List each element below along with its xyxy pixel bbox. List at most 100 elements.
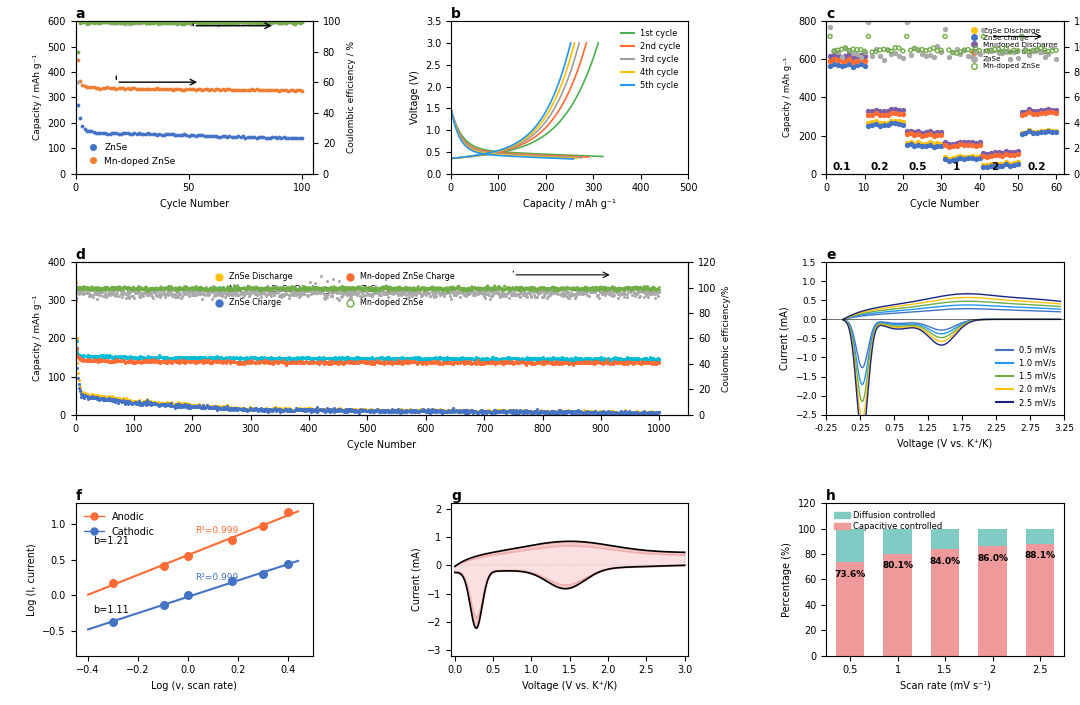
Point [129, 83, 146, 94]
Point [875, 54, 892, 66]
Point [249, 282, 267, 293]
Point [216, 285, 233, 296]
Point [143, 399, 160, 410]
Point [376, 352, 393, 364]
Point [297, 282, 314, 293]
Point [279, 405, 296, 416]
Point [308, 406, 325, 417]
Point [267, 405, 284, 416]
Point [472, 288, 489, 299]
Point [458, 285, 475, 296]
Point [578, 287, 595, 298]
Point [329, 352, 347, 364]
Point [198, 18, 215, 29]
Point [460, 405, 477, 417]
Text: d: d [76, 248, 85, 262]
Point [377, 289, 394, 300]
Point [166, 400, 184, 412]
Point [563, 352, 580, 364]
Point [311, 353, 328, 364]
Point [200, 356, 217, 367]
Point [540, 284, 557, 295]
Point [173, 398, 190, 410]
Point [482, 283, 499, 295]
Point [79, 391, 96, 402]
Point [1043, 104, 1061, 115]
Point [164, 84, 181, 95]
Point [411, 405, 429, 416]
Point [404, 404, 421, 415]
Point [93, 284, 110, 295]
Point [131, 283, 148, 294]
Point [325, 281, 342, 293]
Point [268, 404, 285, 415]
Point [424, 352, 442, 364]
Point [112, 288, 130, 300]
Point [375, 353, 392, 364]
Point [507, 405, 524, 416]
Point [531, 405, 549, 417]
Point [646, 406, 663, 417]
Point [994, 46, 1011, 57]
Point [419, 404, 436, 415]
Point [216, 401, 233, 412]
Point [474, 354, 491, 365]
Point [629, 407, 646, 418]
Point [288, 133, 306, 144]
Point [264, 356, 281, 367]
Point [395, 406, 413, 417]
Point [185, 400, 202, 412]
Point [136, 287, 153, 298]
Point [275, 288, 293, 300]
Point [214, 353, 231, 364]
Point [224, 357, 241, 368]
Point [77, 283, 94, 295]
Point [482, 407, 499, 419]
Point [340, 284, 357, 295]
Point [342, 353, 360, 364]
Point [172, 399, 189, 410]
Point [197, 355, 214, 366]
Point [607, 357, 624, 368]
Point [176, 283, 193, 295]
Point [113, 283, 131, 294]
Point [517, 405, 535, 416]
Point [379, 407, 396, 418]
Point [225, 289, 242, 300]
Point [523, 352, 540, 364]
Point [202, 401, 219, 412]
Point [555, 283, 572, 295]
Point [200, 400, 217, 411]
Point [505, 353, 523, 364]
Point [413, 290, 430, 302]
Point [94, 290, 111, 302]
Point [328, 358, 346, 369]
Point [208, 288, 226, 299]
Point [378, 357, 395, 369]
Point [211, 288, 228, 299]
Point [503, 405, 521, 417]
Point [296, 352, 313, 363]
Point [96, 82, 113, 94]
Point [87, 283, 105, 294]
Point [113, 283, 131, 295]
Point [395, 405, 413, 417]
Point [393, 405, 410, 417]
Point [535, 406, 552, 417]
Point [109, 283, 126, 295]
Point [275, 403, 293, 414]
Point [508, 357, 525, 369]
Point [380, 283, 397, 295]
Point [303, 403, 321, 415]
Point [380, 407, 397, 418]
Point [640, 353, 658, 364]
Point [104, 16, 121, 27]
Point [621, 286, 638, 297]
Point [175, 354, 192, 365]
Point [559, 357, 577, 369]
Point [168, 83, 186, 94]
Point [104, 396, 121, 407]
Point [208, 355, 226, 367]
Point [482, 355, 499, 366]
Point [227, 283, 244, 295]
